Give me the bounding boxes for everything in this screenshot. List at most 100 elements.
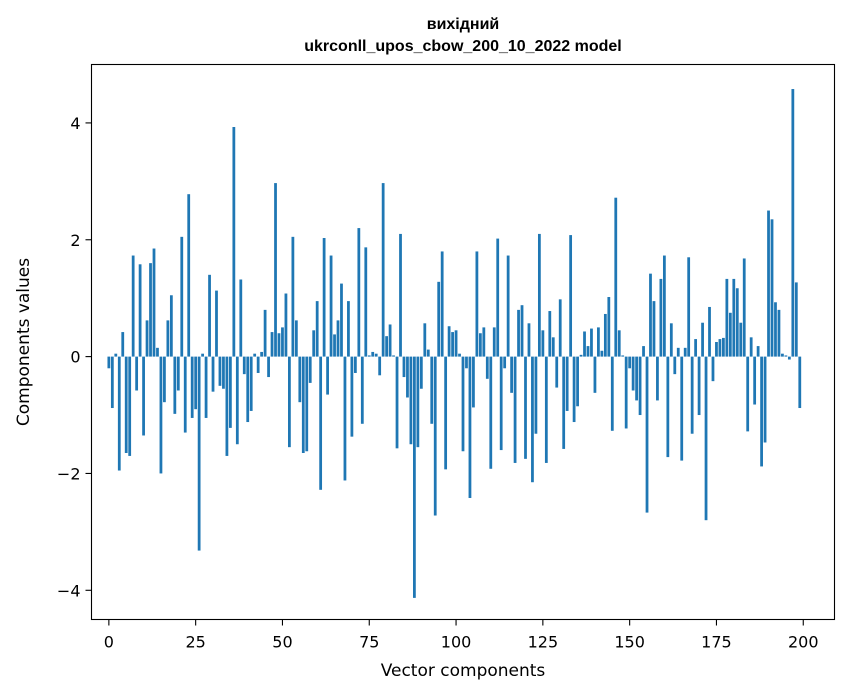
bar [353,356,357,373]
bar [465,356,468,369]
bar [246,356,250,423]
bar [138,264,142,357]
bar [232,127,236,357]
bar [336,320,340,357]
bar [152,248,156,357]
bar [267,356,270,378]
bar [440,251,444,357]
bar [527,323,531,357]
bar [145,320,149,357]
bar [753,356,757,405]
bar [180,236,184,357]
bar [315,301,319,357]
bar [756,346,760,357]
bar [503,356,507,369]
bar [656,356,659,401]
bar [402,356,406,378]
bar [787,356,791,360]
bar [329,255,333,357]
bar [708,306,711,357]
bar [666,356,670,458]
bar [735,288,739,357]
bar [312,330,316,357]
bar [694,339,698,357]
bar [294,320,298,357]
bar [367,355,371,357]
bar [433,356,437,516]
bar [149,263,152,357]
bar [131,255,135,357]
x-tick-label: 50 [272,633,292,652]
bar [728,312,732,357]
x-tick-label: 150 [614,633,645,652]
bar [475,251,479,357]
bar [510,356,513,393]
bar [274,183,277,357]
bar [558,299,562,357]
bar [305,356,309,452]
bar [374,353,378,357]
y-axis-label: Components values [14,258,34,426]
bar [673,356,677,375]
bar [774,302,777,357]
bar [298,356,302,403]
bar [579,354,583,357]
bar [406,356,409,398]
bar [194,356,198,410]
bar [597,327,600,357]
bar [485,356,489,379]
bar [652,301,656,357]
bar [697,356,701,416]
bar [506,255,510,357]
bar [163,356,166,403]
bar [392,355,395,357]
bar [176,356,180,391]
bar [385,336,389,357]
bar [288,356,291,448]
bar [378,356,382,376]
bar [600,350,604,357]
plot-area-frame [90,63,836,621]
bar [343,356,347,481]
x-tick-label: 100 [441,633,472,652]
bar [419,356,423,389]
bar [437,281,441,357]
bar [548,311,552,357]
bar [791,89,795,357]
bar [472,356,475,408]
bar [364,247,368,357]
bar [524,356,527,459]
bar [333,334,336,357]
bar [770,219,774,357]
bar [114,353,118,357]
bar [228,356,232,428]
bar [586,346,590,357]
bar [444,356,448,470]
bar [347,301,350,357]
x-tick-label: 25 [185,633,205,652]
bar [256,356,260,373]
bar-series [107,89,802,598]
bar [468,356,472,498]
bar [798,356,802,409]
bar [718,339,722,357]
bar [669,323,673,357]
y-tick-label: 4 [70,114,80,133]
bar [704,356,708,521]
bar [277,333,281,357]
bar [520,305,524,357]
y-axis-ticks: −4 −2 0 2 4 [57,114,92,600]
bar [249,356,253,411]
bar [489,356,493,469]
bar [624,356,628,429]
bar [499,356,503,451]
bar [781,353,784,357]
bar [187,194,191,357]
bar [211,356,215,392]
bar [395,356,399,449]
y-tick-label: −2 [57,464,81,483]
bar [715,342,718,357]
bar [711,356,715,382]
bar [777,309,781,357]
